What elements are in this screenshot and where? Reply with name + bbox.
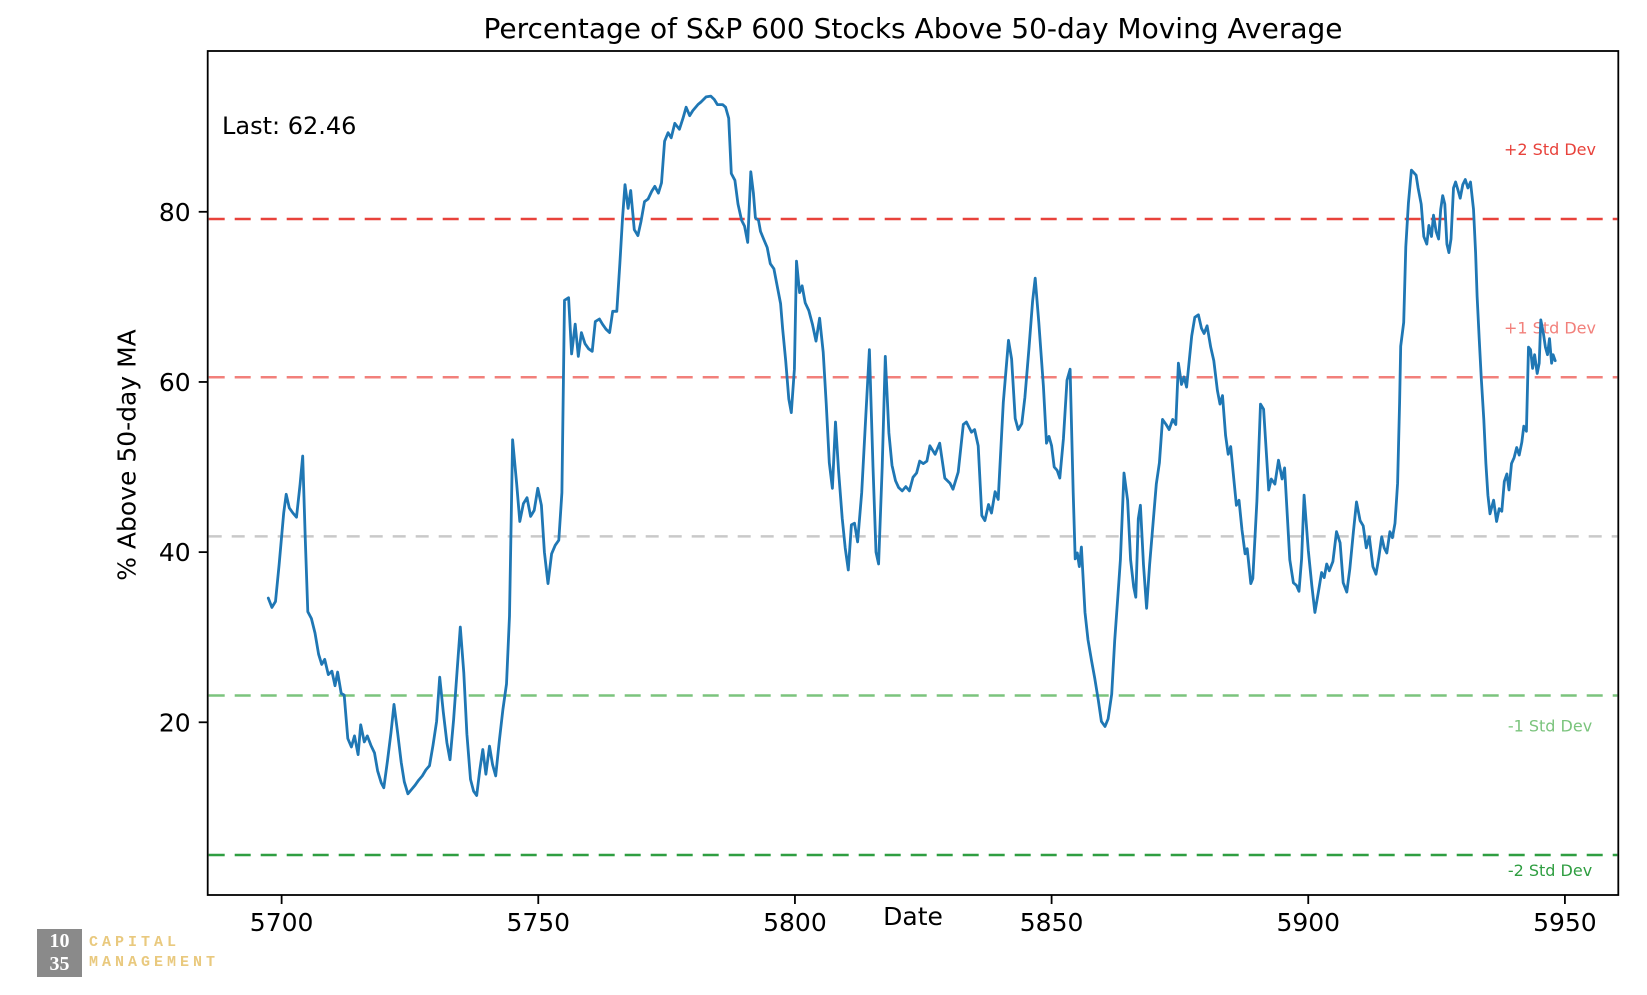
x-tick-label: 5700 <box>250 908 314 937</box>
x-tick-label: 5800 <box>763 908 827 937</box>
y-tick-label: 80 <box>159 198 191 227</box>
y-axis-label: % Above 50-day MA <box>112 329 142 581</box>
std-dev-label: -2 Std Dev <box>1508 861 1592 880</box>
y-tick-label: 40 <box>159 538 191 567</box>
std-dev-label: +2 Std Dev <box>1504 140 1596 159</box>
y-tick-label: 20 <box>159 708 191 737</box>
logo-wordmark: CAPITAL MANAGEMENT <box>89 929 219 973</box>
last-value-annotation: Last: 62.46 <box>222 112 357 140</box>
logo-wordmark-line2: MANAGEMENT <box>89 954 220 971</box>
plot-border <box>206 50 1620 896</box>
logo-mark: 10 35 <box>37 929 82 977</box>
x-tick-label: 5750 <box>506 908 570 937</box>
std-dev-label: -1 Std Dev <box>1508 716 1592 735</box>
std-dev-label: +1 Std Dev <box>1504 318 1596 337</box>
logo-mark-line1: 10 <box>49 930 70 952</box>
x-tick-label: 5850 <box>1020 908 1084 937</box>
logo: 10 35 CAPITAL MANAGEMENT <box>37 929 219 977</box>
y-tick-label: 60 <box>159 368 191 397</box>
chart-title: Percentage of S&P 600 Stocks Above 50-da… <box>483 12 1343 45</box>
x-tick-label: 5950 <box>1533 908 1597 937</box>
percent-above-ma-line <box>266 94 1557 797</box>
logo-wordmark-line1: CAPITAL <box>89 934 181 951</box>
logo-mark-line2: 35 <box>49 953 70 975</box>
x-axis-label: Date <box>883 902 943 931</box>
x-tick-label: 5900 <box>1276 908 1340 937</box>
